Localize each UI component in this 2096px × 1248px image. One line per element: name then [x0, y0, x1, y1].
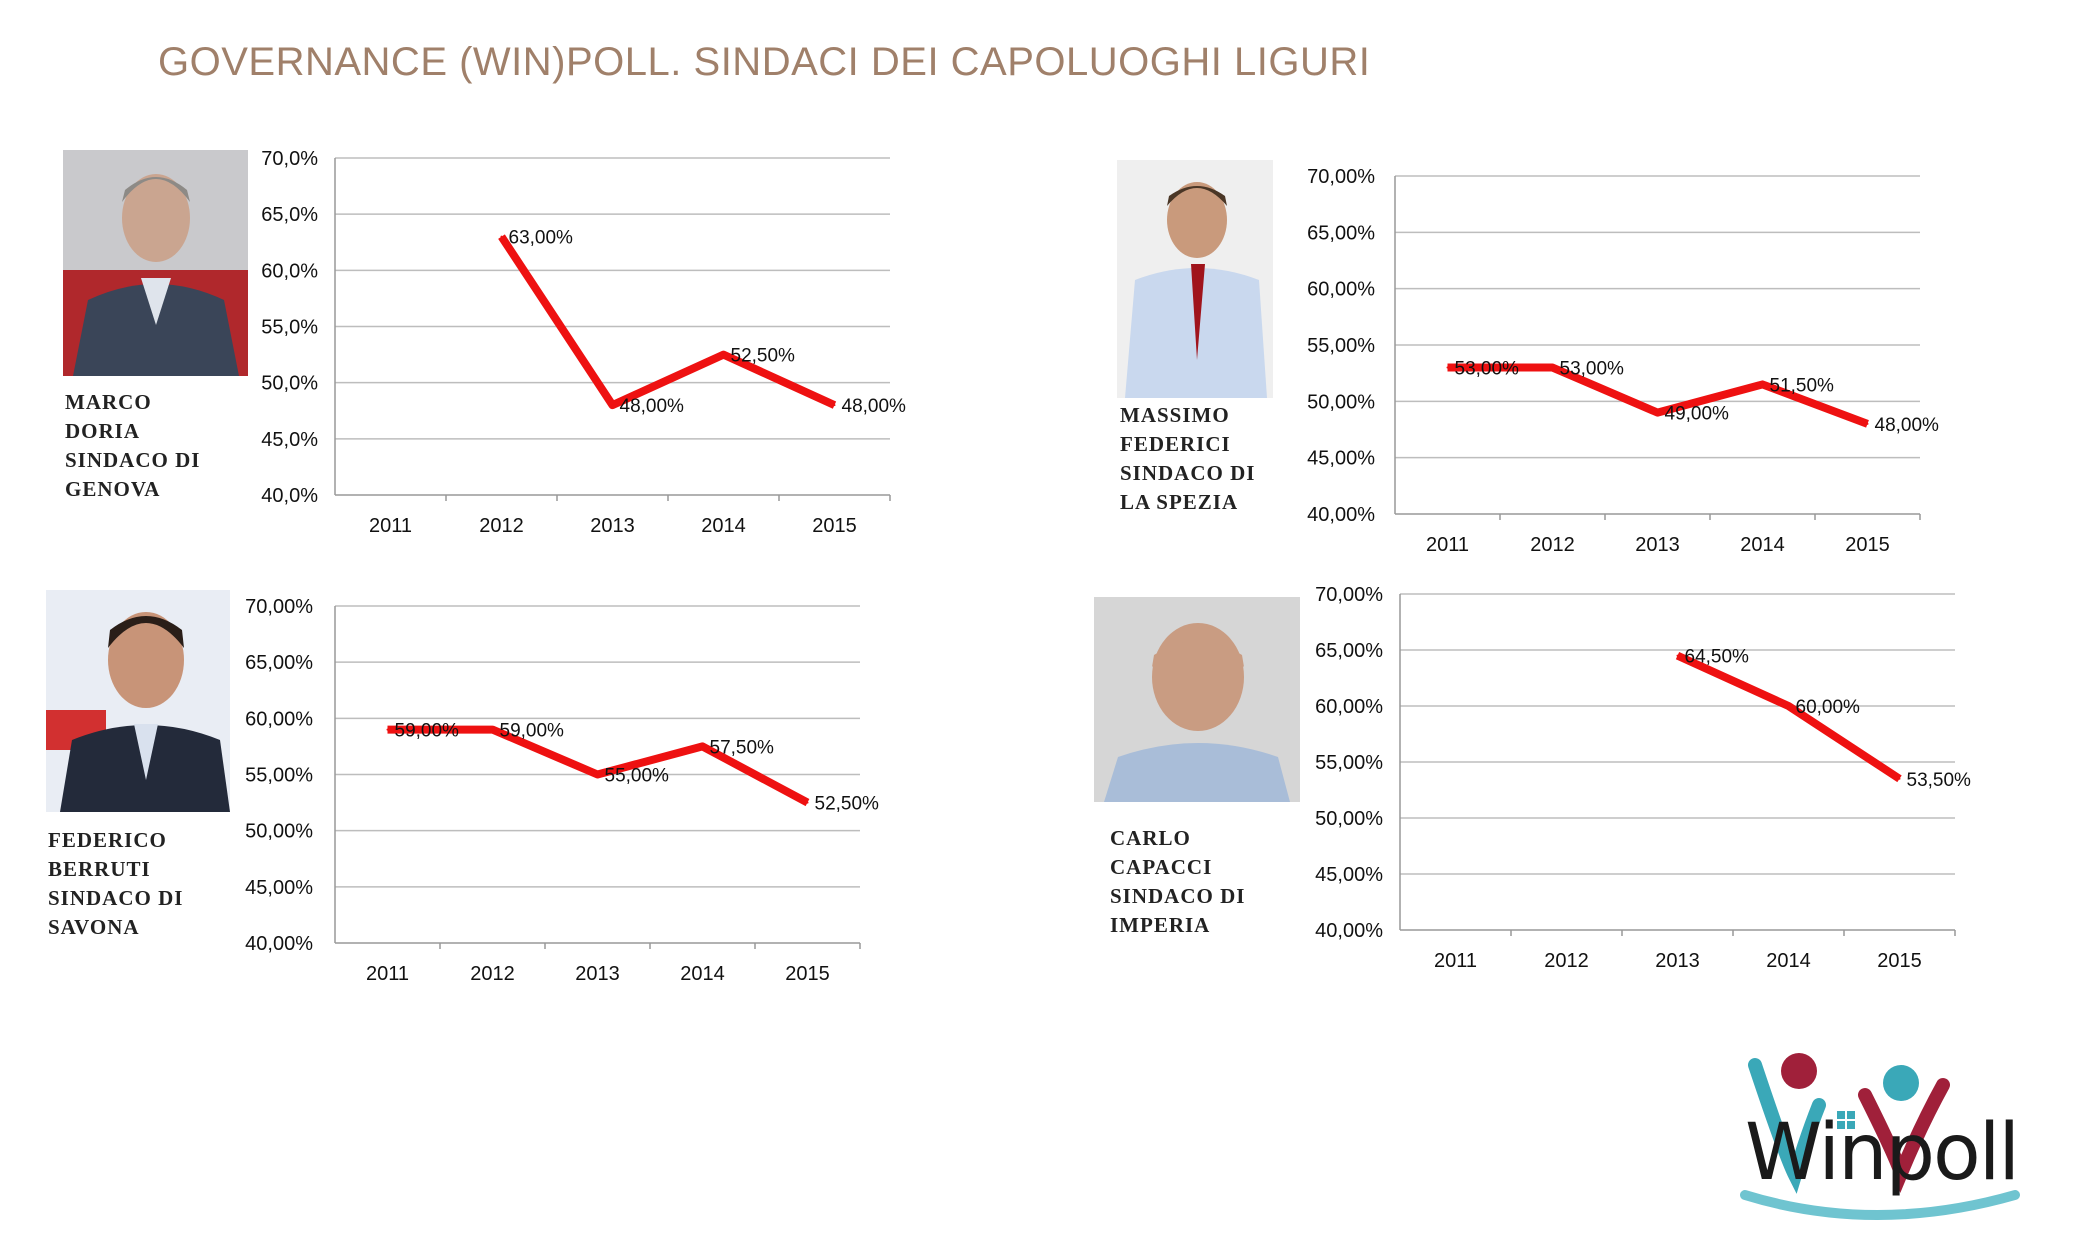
x-tick-label: 2011 — [1426, 534, 1469, 556]
y-tick-label: 45,00% — [1315, 864, 1383, 886]
x-tick-label: 2012 — [1530, 534, 1575, 556]
x-tick-label: 2012 — [1544, 950, 1589, 972]
data-point — [722, 353, 725, 356]
y-tick-label: 65,0% — [261, 204, 318, 226]
y-tick-label: 50,00% — [1307, 391, 1375, 413]
data-point — [701, 745, 704, 748]
caption-savona: FEDERICO BERRUTI SINDACO DI SAVONA — [48, 828, 184, 939]
x-tick-label: 2013 — [1635, 534, 1680, 556]
y-tick-label: 65,00% — [1315, 640, 1383, 662]
y-tick-label: 70,00% — [245, 596, 313, 618]
data-point — [1656, 411, 1659, 414]
caption-la-spezia: MASSIMO FEDERICI SINDACO DI LA SPEZIA — [1120, 403, 1256, 514]
data-label: 52,50% — [731, 346, 796, 367]
series-line — [387, 725, 810, 807]
mayor-photo-la-spezia — [1117, 160, 1273, 398]
data-point — [491, 728, 494, 731]
x-tick-label: 2014 — [1766, 950, 1811, 972]
y-tick-label: 45,00% — [1307, 448, 1375, 470]
data-point — [500, 235, 503, 238]
data-point — [1676, 654, 1679, 657]
data-label: 64,50% — [1685, 647, 1750, 668]
data-label: 48,00% — [620, 396, 685, 417]
data-label: 59,00% — [500, 721, 565, 742]
series-line — [1675, 651, 1902, 783]
data-label: 53,50% — [1907, 770, 1972, 791]
page-title: GOVERNANCE (WIN)POLL. SINDACI DEI CAPOLU… — [158, 40, 1371, 84]
y-tick-label: 60,00% — [1307, 279, 1375, 301]
data-label: 49,00% — [1665, 404, 1730, 425]
caption-genova: MARCO DORIA SINDACO DI GENOVA — [65, 390, 201, 501]
y-tick-label: 60,00% — [245, 708, 313, 730]
y-tick-label: 70,00% — [1315, 584, 1383, 606]
x-tick-label: 2013 — [1655, 950, 1700, 972]
x-tick-label: 2015 — [785, 963, 830, 985]
data-point — [386, 728, 389, 731]
y-tick-label: 50,00% — [1315, 808, 1383, 830]
y-tick-label: 60,0% — [261, 260, 318, 282]
x-tick-label: 2012 — [479, 515, 524, 537]
series-line — [1447, 363, 1869, 428]
y-tick-label: 55,00% — [245, 765, 313, 787]
caption-imperia: CARLO CAPACCI SINDACO DI IMPERIA — [1110, 826, 1246, 937]
y-tick-label: 45,0% — [261, 429, 318, 451]
data-label: 57,50% — [710, 737, 775, 758]
y-tick-label: 70,00% — [1307, 166, 1375, 188]
y-tick-label: 40,00% — [245, 933, 313, 955]
x-tick-label: 2015 — [1877, 950, 1922, 972]
data-point — [1446, 366, 1449, 369]
series-line — [498, 234, 837, 410]
data-point — [833, 404, 836, 407]
x-tick-label: 2014 — [1740, 534, 1785, 556]
y-tick-label: 45,00% — [245, 877, 313, 899]
x-tick-label: 2011 — [366, 963, 409, 985]
winpoll-logo-text: Winpoll — [1745, 1108, 2020, 1198]
data-label: 51,50% — [1770, 375, 1835, 396]
x-tick-label: 2011 — [369, 515, 412, 537]
y-tick-label: 65,00% — [245, 652, 313, 674]
x-tick-label: 2015 — [812, 515, 857, 537]
x-tick-label: 2014 — [701, 515, 746, 537]
winpoll-logo-icon — [1740, 1053, 2020, 1220]
mayor-photo-imperia — [1094, 597, 1300, 802]
data-label: 53,00% — [1455, 359, 1520, 380]
y-tick-label: 40,0% — [261, 485, 318, 507]
x-tick-label: 2011 — [1434, 950, 1477, 972]
mayor-photo-genova — [63, 150, 248, 376]
data-point — [596, 773, 599, 776]
data-point — [1866, 422, 1869, 425]
data-label: 55,00% — [605, 766, 670, 787]
y-tick-label: 55,0% — [261, 317, 318, 339]
y-tick-label: 60,00% — [1315, 696, 1383, 718]
x-tick-label: 2012 — [470, 963, 515, 985]
data-point — [1551, 366, 1554, 369]
y-tick-label: 55,00% — [1315, 752, 1383, 774]
y-tick-label: 55,00% — [1307, 335, 1375, 357]
y-tick-label: 40,00% — [1315, 920, 1383, 942]
data-point — [806, 801, 809, 804]
x-tick-label: 2013 — [590, 515, 635, 537]
data-label: 60,00% — [1796, 697, 1861, 718]
data-point — [1787, 705, 1790, 707]
data-label: 53,00% — [1560, 359, 1625, 380]
data-label: 63,00% — [509, 228, 574, 249]
y-tick-label: 50,0% — [261, 373, 318, 395]
data-point — [1898, 777, 1901, 780]
data-point — [1761, 383, 1764, 386]
data-label: 48,00% — [1875, 415, 1940, 436]
x-tick-label: 2013 — [575, 963, 620, 985]
y-tick-label: 50,00% — [245, 821, 313, 843]
x-tick-label: 2015 — [1845, 534, 1890, 556]
x-tick-label: 2014 — [680, 963, 725, 985]
mayor-photo-savona — [46, 590, 230, 812]
data-label: 52,50% — [815, 794, 880, 815]
data-point — [611, 404, 614, 407]
y-tick-label: 70,0% — [261, 148, 318, 170]
y-tick-label: 65,00% — [1307, 222, 1375, 244]
data-label: 59,00% — [395, 721, 460, 742]
data-label: 48,00% — [842, 396, 907, 417]
y-tick-label: 40,00% — [1307, 504, 1375, 526]
